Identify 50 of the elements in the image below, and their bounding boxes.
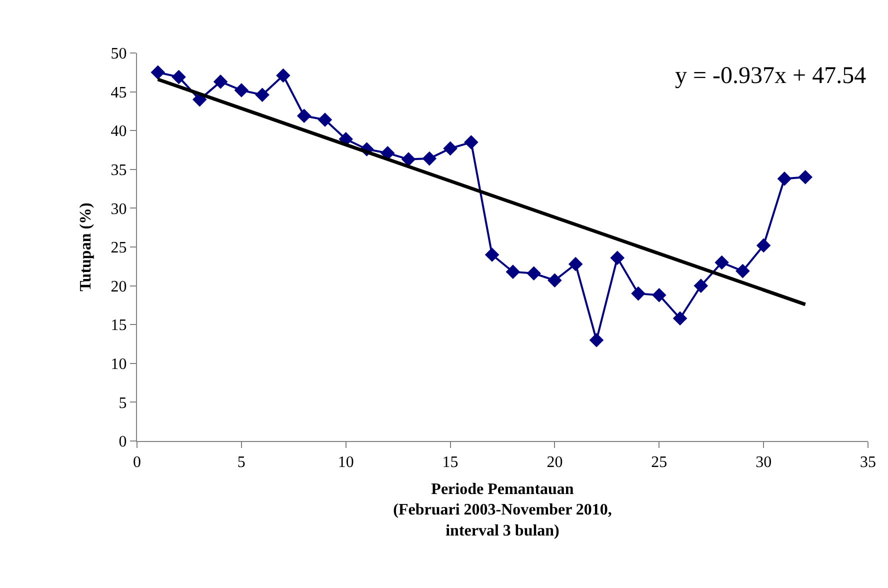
- point: [526, 266, 541, 281]
- y-axis-title: Tutupan (%): [78, 202, 95, 292]
- point: [401, 152, 416, 166]
- point: [610, 250, 625, 266]
- y-tick-label: 15: [110, 317, 127, 334]
- point: [756, 238, 771, 253]
- y-tick-label: 25: [110, 240, 127, 257]
- point: [484, 248, 500, 262]
- x-tick-label: 15: [442, 454, 458, 472]
- y-tick-label: 45: [110, 84, 127, 102]
- x-tick-label: 30: [756, 454, 772, 472]
- point: [694, 278, 708, 293]
- point: [631, 286, 646, 301]
- point: [652, 288, 666, 302]
- x-tick-label: 20: [546, 454, 563, 472]
- point: [150, 65, 166, 80]
- point: [422, 151, 437, 166]
- point: [464, 135, 478, 150]
- point: [589, 332, 604, 348]
- y-tick-label: 5: [118, 394, 127, 412]
- point: [234, 83, 249, 98]
- annotation: y = -0.937x + 47.54: [675, 63, 866, 89]
- point: [296, 108, 312, 124]
- y-tick-label: 50: [110, 46, 127, 63]
- x-axis-title: Periode Pemantauan (Februari 2003-November 2010, interval 3 bulan): [393, 480, 612, 540]
- point: [318, 112, 332, 127]
- x-tick-label: 35: [860, 454, 876, 472]
- point: [798, 170, 812, 184]
- point: [736, 264, 750, 278]
- y-tick-label: 40: [110, 123, 127, 140]
- x-tick-label: 25: [651, 454, 668, 472]
- point: [213, 74, 228, 89]
- x-tick-label: 10: [338, 454, 354, 472]
- x-tick-label: 0: [133, 454, 141, 472]
- point: [568, 256, 583, 272]
- point: [777, 172, 792, 186]
- y-tick-label: 0: [118, 434, 127, 451]
- y-tick-label: 30: [110, 200, 127, 218]
- point: [443, 141, 458, 156]
- point: [172, 70, 186, 84]
- point: [672, 311, 688, 326]
- y-tick-label: 10: [110, 356, 127, 373]
- x-tick-label: 5: [237, 454, 246, 472]
- point: [255, 88, 270, 102]
- y-tick-label: 20: [110, 278, 127, 296]
- y-tick-label: 35: [110, 162, 127, 179]
- point: [714, 255, 729, 270]
- point: [276, 68, 290, 83]
- point: [548, 273, 562, 288]
- point: [506, 264, 520, 279]
